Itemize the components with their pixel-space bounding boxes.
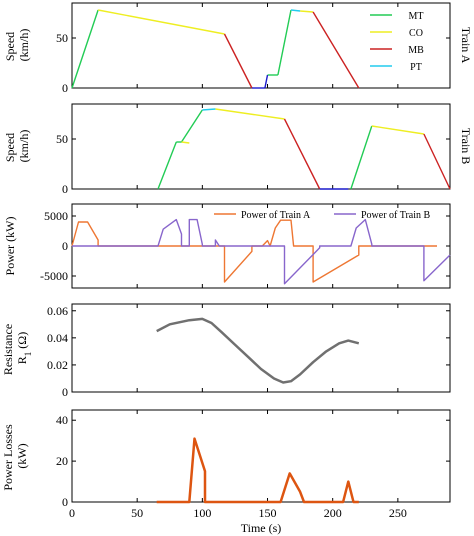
y-tick-label: 0.02	[47, 358, 68, 372]
y-tick-label: 20	[56, 454, 68, 468]
y-tick-label: 0	[62, 385, 68, 399]
panel-power: Power (kW) Power of Train A Power of Trai…	[3, 203, 451, 289]
y-tick-label: 0	[62, 81, 68, 95]
series-line-power-of-train-a	[71, 219, 437, 283]
legend-label: MT	[409, 11, 424, 22]
series-line-co	[97, 9, 225, 35]
y-axis-label-line2: (km/h)	[17, 29, 31, 62]
series-line	[156, 317, 360, 384]
series-line	[156, 437, 359, 504]
y-tick-label: 0	[62, 239, 68, 253]
x-tick-label: 100	[193, 506, 211, 520]
series-line-mb	[283, 118, 321, 190]
y-tick-label: 0	[62, 495, 68, 509]
x-tick-label: 250	[389, 506, 407, 520]
y-axis-label-line2: (kW)	[15, 443, 29, 468]
series-line-mt	[71, 9, 99, 89]
series-line-mb	[312, 11, 360, 89]
legend-label: Power of Train B	[361, 210, 431, 221]
series-line-mt	[350, 125, 373, 190]
legend: Power of Train A Power of Train B	[214, 210, 431, 221]
side-label: Train B	[459, 128, 473, 165]
y-tick-label: 5000	[44, 209, 68, 223]
series-line-co	[300, 10, 314, 13]
y-tick-label: -5000	[40, 269, 68, 283]
y-tick-label: 50	[56, 31, 68, 45]
y-axis-label-line2: R1 (Ω)	[15, 332, 33, 364]
y-axis-label: Speed (km/h)	[3, 130, 31, 163]
series-line-power-of-train-b	[72, 218, 451, 285]
y-axis-label-line1: Speed	[3, 32, 17, 61]
axes-frame	[71, 103, 451, 190]
series-line	[264, 74, 269, 89]
y-axis-label: Speed (km/h)	[3, 29, 31, 62]
series-line-co	[215, 108, 285, 120]
y-axis-label: Resistance R1 (Ω)	[1, 321, 33, 375]
legend: MT CO MB PT	[370, 11, 424, 73]
side-label: Train A	[459, 27, 473, 64]
panel-speed-train-a: Speed (km/h) Train A MT CO MB PT 0 50	[3, 2, 473, 95]
y-tick-label: 50	[56, 132, 68, 146]
x-tick-label: 150	[259, 506, 277, 520]
series-line-mt	[157, 141, 177, 190]
legend-label: MB	[408, 45, 424, 56]
y-axis-label-line1: Speed	[3, 133, 17, 162]
y-tick-label: 0.04	[47, 331, 68, 345]
panel-speed-train-b: Speed (km/h) Train B 0 50	[3, 103, 473, 196]
series-line-pt	[290, 9, 301, 12]
y-axis-label: Power (kW)	[3, 217, 17, 276]
panel-power-losses: Power Losses (kW) Time (s) 0 20 40 0 50 100 15…	[1, 409, 451, 535]
legend-label: CO	[409, 28, 423, 39]
legend-label: PT	[410, 62, 422, 73]
panel-resistance: Resistance R1 (Ω) 0 0.02 0.04 0.06	[1, 303, 451, 399]
x-tick-label: 50	[131, 506, 143, 520]
series-line-mb	[423, 133, 451, 190]
subscript: 1	[23, 352, 33, 357]
series-line-mb	[223, 33, 253, 89]
series-line-co	[181, 141, 190, 144]
x-tick-label: 0	[69, 506, 75, 520]
y-tick-label: 0	[62, 182, 68, 196]
series-line-co	[371, 125, 425, 135]
series-line-pt	[202, 108, 216, 111]
y-tick-label: 0.06	[47, 304, 68, 318]
y-axis-label-line2: (km/h)	[17, 130, 31, 163]
x-tick-label: 200	[324, 506, 342, 520]
y-axis-label-line1: Power Losses	[1, 424, 15, 491]
axes-frame	[71, 303, 451, 393]
y-tick-label: 40	[56, 413, 68, 427]
y-axis-label: Power Losses (kW)	[1, 421, 29, 490]
x-axis-label: Time (s)	[241, 521, 282, 535]
y-axis-label-line1: Resistance	[1, 324, 15, 375]
series-line-mt	[180, 109, 203, 143]
series-line-mt	[277, 9, 292, 76]
axes-frame	[71, 409, 451, 503]
legend-label: Power of Train A	[241, 210, 311, 221]
